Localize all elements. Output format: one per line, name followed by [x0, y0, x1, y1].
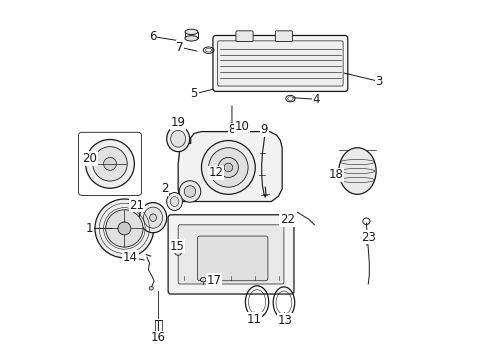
- Text: 4: 4: [312, 93, 319, 106]
- Text: 13: 13: [277, 314, 291, 327]
- Text: 7: 7: [176, 41, 183, 54]
- Ellipse shape: [166, 126, 189, 152]
- Text: 2: 2: [161, 183, 168, 195]
- Ellipse shape: [166, 193, 182, 211]
- Circle shape: [103, 157, 116, 170]
- Text: 11: 11: [246, 312, 261, 326]
- Circle shape: [85, 139, 134, 188]
- Text: 21: 21: [129, 199, 144, 212]
- Ellipse shape: [338, 148, 375, 194]
- Ellipse shape: [139, 203, 166, 233]
- Text: 6: 6: [149, 30, 157, 43]
- Ellipse shape: [170, 130, 185, 147]
- Polygon shape: [178, 132, 282, 202]
- Circle shape: [93, 147, 127, 181]
- Text: 22: 22: [280, 213, 294, 226]
- Circle shape: [218, 157, 238, 177]
- Text: 3: 3: [374, 75, 382, 88]
- Circle shape: [118, 222, 131, 235]
- Text: 15: 15: [169, 240, 184, 253]
- Text: 17: 17: [206, 274, 221, 287]
- Circle shape: [201, 140, 255, 194]
- Text: 14: 14: [122, 251, 138, 264]
- Text: 23: 23: [360, 231, 375, 244]
- Ellipse shape: [184, 36, 198, 41]
- Ellipse shape: [170, 197, 179, 206]
- FancyBboxPatch shape: [217, 41, 343, 86]
- Ellipse shape: [149, 214, 156, 221]
- Circle shape: [95, 199, 153, 258]
- FancyBboxPatch shape: [178, 225, 284, 284]
- Circle shape: [105, 210, 142, 247]
- Text: 1: 1: [86, 222, 93, 235]
- Text: 19: 19: [170, 116, 185, 129]
- Circle shape: [208, 148, 247, 187]
- Ellipse shape: [200, 278, 206, 282]
- Text: 8: 8: [228, 123, 235, 136]
- FancyBboxPatch shape: [235, 31, 253, 41]
- Text: 20: 20: [82, 152, 97, 165]
- FancyBboxPatch shape: [275, 31, 292, 41]
- Text: 16: 16: [151, 331, 165, 344]
- Ellipse shape: [143, 207, 163, 228]
- Ellipse shape: [149, 287, 153, 290]
- Circle shape: [224, 163, 232, 172]
- Circle shape: [174, 248, 182, 255]
- Ellipse shape: [184, 29, 198, 35]
- FancyBboxPatch shape: [212, 36, 347, 91]
- Text: 12: 12: [208, 166, 223, 179]
- Text: 9: 9: [260, 123, 267, 136]
- FancyBboxPatch shape: [197, 236, 267, 281]
- Text: 18: 18: [328, 168, 343, 181]
- Circle shape: [184, 186, 195, 197]
- FancyBboxPatch shape: [168, 215, 293, 294]
- Circle shape: [179, 181, 201, 202]
- Text: 5: 5: [190, 87, 198, 100]
- Ellipse shape: [155, 333, 162, 337]
- Text: 10: 10: [234, 120, 248, 133]
